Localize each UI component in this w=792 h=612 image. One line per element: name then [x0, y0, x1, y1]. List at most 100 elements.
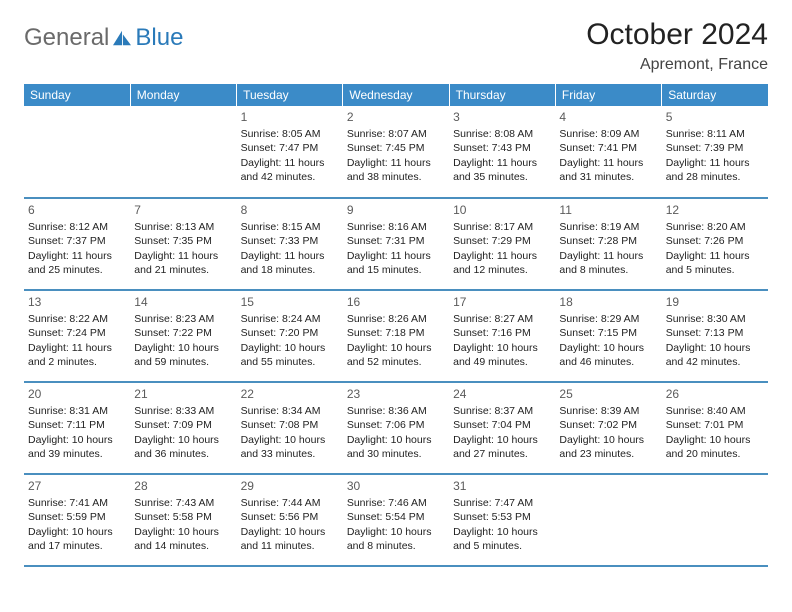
day-details: Sunrise: 8:37 AMSunset: 7:04 PMDaylight:…	[453, 404, 551, 461]
day-details: Sunrise: 8:36 AMSunset: 7:06 PMDaylight:…	[347, 404, 445, 461]
day-details: Sunrise: 7:43 AMSunset: 5:58 PMDaylight:…	[134, 496, 232, 553]
day-number: 18	[559, 294, 657, 310]
day-number: 9	[347, 202, 445, 218]
day-details: Sunrise: 8:39 AMSunset: 7:02 PMDaylight:…	[559, 404, 657, 461]
calendar-cell: 29Sunrise: 7:44 AMSunset: 5:56 PMDayligh…	[237, 474, 343, 566]
calendar-week-row: 27 Sunrise: 7:41 AMSunset: 5:59 PMDayligh…	[24, 474, 768, 566]
logo-sail-icon	[111, 29, 133, 47]
calendar-week-row: 13 Sunrise: 8:22 AMSunset: 7:24 PMDayligh…	[24, 290, 768, 382]
day-details: Sunrise: 7:41 AMSunset: 5:59 PMDaylight:…	[28, 496, 126, 553]
calendar-cell	[555, 474, 661, 566]
day-number: 11	[559, 202, 657, 218]
title-block: October 2024 Apremont, France	[586, 18, 768, 74]
day-details: Sunrise: 8:11 AMSunset: 7:39 PMDaylight:…	[666, 127, 764, 184]
calendar-cell: 17Sunrise: 8:27 AMSunset: 7:16 PMDayligh…	[449, 290, 555, 382]
calendar-week-row: 1Sunrise: 8:05 AMSunset: 7:47 PMDaylight…	[24, 106, 768, 198]
day-details: Sunrise: 8:30 AMSunset: 7:13 PMDaylight:…	[666, 312, 764, 369]
calendar-cell: 18 Sunrise: 8:29 AMSunset: 7:15 PMDayligh…	[555, 290, 661, 382]
day-number: 16	[347, 294, 445, 310]
calendar-cell	[130, 106, 236, 198]
header: General Blue October 2024 Apremont, Fran…	[24, 18, 768, 74]
day-details: Sunrise: 8:26 AMSunset: 7:18 PMDaylight:…	[347, 312, 445, 369]
day-details: Sunrise: 8:15 AMSunset: 7:33 PMDaylight:…	[241, 220, 339, 277]
day-header: Sunday	[24, 84, 130, 106]
day-number: 27	[28, 478, 126, 494]
day-number: 25	[559, 386, 657, 402]
calendar-week-row: 20Sunrise: 8:31 AMSunset: 7:11 PMDayligh…	[24, 382, 768, 474]
calendar-week-row: 6 Sunrise: 8:12 AMSunset: 7:37 PMDaylight…	[24, 198, 768, 290]
calendar-cell: 1Sunrise: 8:05 AMSunset: 7:47 PMDaylight…	[237, 106, 343, 198]
day-details: Sunrise: 8:22 AMSunset: 7:24 PMDaylight:…	[28, 312, 126, 369]
calendar-body: 1Sunrise: 8:05 AMSunset: 7:47 PMDaylight…	[24, 106, 768, 566]
day-details: Sunrise: 7:47 AMSunset: 5:53 PMDaylight:…	[453, 496, 551, 553]
day-number: 8	[241, 202, 339, 218]
day-details: Sunrise: 8:08 AMSunset: 7:43 PMDaylight:…	[453, 127, 551, 184]
day-number: 4	[559, 109, 657, 125]
day-number: 13	[28, 294, 126, 310]
day-details: Sunrise: 7:44 AMSunset: 5:56 PMDaylight:…	[241, 496, 339, 553]
day-header: Wednesday	[343, 84, 449, 106]
day-number: 26	[666, 386, 764, 402]
calendar-cell: 22Sunrise: 8:34 AMSunset: 7:08 PMDayligh…	[237, 382, 343, 474]
day-details: Sunrise: 8:17 AMSunset: 7:29 PMDaylight:…	[453, 220, 551, 277]
day-number: 7	[134, 202, 232, 218]
calendar-table: Sunday Monday Tuesday Wednesday Thursday…	[24, 84, 768, 567]
day-number: 20	[28, 386, 126, 402]
day-number: 12	[666, 202, 764, 218]
calendar-cell: 20Sunrise: 8:31 AMSunset: 7:11 PMDayligh…	[24, 382, 130, 474]
day-number: 19	[666, 294, 764, 310]
day-details: Sunrise: 8:09 AMSunset: 7:41 PMDaylight:…	[559, 127, 657, 184]
calendar-cell: 12 Sunrise: 8:20 AMSunset: 7:26 PMDayligh…	[662, 198, 768, 290]
day-details: Sunrise: 8:05 AMSunset: 7:47 PMDaylight:…	[241, 127, 339, 184]
day-details: Sunrise: 7:46 AMSunset: 5:54 PMDaylight:…	[347, 496, 445, 553]
day-number: 10	[453, 202, 551, 218]
calendar-cell: 5 Sunrise: 8:11 AMSunset: 7:39 PMDaylight…	[662, 106, 768, 198]
day-number: 6	[28, 202, 126, 218]
day-header: Tuesday	[237, 84, 343, 106]
day-header: Saturday	[662, 84, 768, 106]
calendar-cell: 9Sunrise: 8:16 AMSunset: 7:31 PMDaylight…	[343, 198, 449, 290]
calendar-cell: 7 Sunrise: 8:13 AMSunset: 7:35 PMDaylight…	[130, 198, 236, 290]
calendar-cell: 23Sunrise: 8:36 AMSunset: 7:06 PMDayligh…	[343, 382, 449, 474]
calendar-cell: 26Sunrise: 8:40 AMSunset: 7:01 PMDayligh…	[662, 382, 768, 474]
calendar-cell: 11 Sunrise: 8:19 AMSunset: 7:28 PMDayligh…	[555, 198, 661, 290]
calendar-cell: 19 Sunrise: 8:30 AMSunset: 7:13 PMDayligh…	[662, 290, 768, 382]
logo-text-general: General	[24, 24, 109, 52]
calendar-cell	[662, 474, 768, 566]
day-details: Sunrise: 8:34 AMSunset: 7:08 PMDaylight:…	[241, 404, 339, 461]
day-header: Thursday	[449, 84, 555, 106]
calendar-cell: 2 Sunrise: 8:07 AMSunset: 7:45 PMDaylight…	[343, 106, 449, 198]
calendar-cell: 4 Sunrise: 8:09 AMSunset: 7:41 PMDaylight…	[555, 106, 661, 198]
calendar-cell: 21Sunrise: 8:33 AMSunset: 7:09 PMDayligh…	[130, 382, 236, 474]
day-header-row: Sunday Monday Tuesday Wednesday Thursday…	[24, 84, 768, 106]
logo: General Blue	[24, 24, 183, 52]
calendar-cell: 6 Sunrise: 8:12 AMSunset: 7:37 PMDaylight…	[24, 198, 130, 290]
calendar-cell: 13 Sunrise: 8:22 AMSunset: 7:24 PMDayligh…	[24, 290, 130, 382]
day-details: Sunrise: 8:07 AMSunset: 7:45 PMDaylight:…	[347, 127, 445, 184]
day-details: Sunrise: 8:23 AMSunset: 7:22 PMDaylight:…	[134, 312, 232, 369]
day-number: 17	[453, 294, 551, 310]
day-number: 2	[347, 109, 445, 125]
day-details: Sunrise: 8:13 AMSunset: 7:35 PMDaylight:…	[134, 220, 232, 277]
calendar-cell: 27 Sunrise: 7:41 AMSunset: 5:59 PMDayligh…	[24, 474, 130, 566]
day-number: 24	[453, 386, 551, 402]
day-header: Friday	[555, 84, 661, 106]
day-number: 5	[666, 109, 764, 125]
calendar-cell: 16 Sunrise: 8:26 AMSunset: 7:18 PMDayligh…	[343, 290, 449, 382]
calendar-cell: 15Sunrise: 8:24 AMSunset: 7:20 PMDayligh…	[237, 290, 343, 382]
location: Apremont, France	[586, 56, 768, 74]
day-details: Sunrise: 8:24 AMSunset: 7:20 PMDaylight:…	[241, 312, 339, 369]
calendar-cell: 28Sunrise: 7:43 AMSunset: 5:58 PMDayligh…	[130, 474, 236, 566]
day-details: Sunrise: 8:33 AMSunset: 7:09 PMDaylight:…	[134, 404, 232, 461]
calendar-cell: 31Sunrise: 7:47 AMSunset: 5:53 PMDayligh…	[449, 474, 555, 566]
calendar-cell: 24 Sunrise: 8:37 AMSunset: 7:04 PMDayligh…	[449, 382, 555, 474]
day-details: Sunrise: 8:12 AMSunset: 7:37 PMDaylight:…	[28, 220, 126, 277]
day-details: Sunrise: 8:19 AMSunset: 7:28 PMDaylight:…	[559, 220, 657, 277]
day-details: Sunrise: 8:20 AMSunset: 7:26 PMDaylight:…	[666, 220, 764, 277]
day-details: Sunrise: 8:29 AMSunset: 7:15 PMDaylight:…	[559, 312, 657, 369]
day-header: Monday	[130, 84, 236, 106]
calendar-cell: 30 Sunrise: 7:46 AMSunset: 5:54 PMDayligh…	[343, 474, 449, 566]
calendar-cell: 8 Sunrise: 8:15 AMSunset: 7:33 PMDaylight…	[237, 198, 343, 290]
logo-text-blue: Blue	[135, 24, 183, 52]
day-number: 30	[347, 478, 445, 494]
